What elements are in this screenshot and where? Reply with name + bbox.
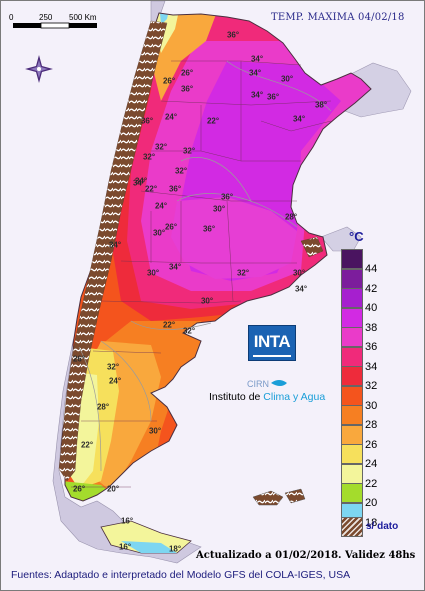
legend-swatch-24 — [341, 444, 363, 464]
isotherm-label: 30° — [148, 426, 162, 436]
legend-swatch-30 — [341, 385, 363, 406]
isotherm-label: 36° — [266, 92, 280, 102]
legend-swatch-22 — [341, 463, 363, 484]
legend-tick-24: 24 — [365, 458, 378, 470]
isotherm-label: 30° — [212, 204, 226, 214]
isotherm-label: 34° — [168, 262, 182, 272]
isotherm-label: 32° — [182, 326, 196, 336]
isotherm-label: 32° — [174, 166, 188, 176]
map-title: TEMP. MAXIMA 04/02/18 — [271, 12, 405, 23]
isotherm-label: 24° — [154, 201, 168, 211]
isotherm-label: 24° — [108, 376, 122, 386]
scale-label-500: 500 Km — [69, 13, 97, 22]
legend-tick-22: 22 — [365, 477, 378, 490]
legend-tick-36: 36 — [365, 341, 378, 353]
institute-name: Instituto de Clima y Agua — [209, 391, 325, 403]
isotherm-label: 36° — [168, 184, 182, 194]
nodata-label: s/ dato — [366, 521, 399, 532]
cirn-label: CIRN — [247, 379, 269, 389]
isotherm-label: 32° — [154, 142, 168, 152]
updated-note: Actualizado a 01/02/2018. Validez 48hs — [196, 550, 416, 561]
isotherm-label: 30° — [152, 228, 166, 238]
nodata-swatch — [341, 517, 363, 537]
isotherm-label: 26° — [162, 76, 176, 86]
isotherm-label: 36° — [220, 192, 234, 202]
isotherm-label: 32° — [142, 152, 156, 162]
legend-tick-28: 28 — [365, 419, 378, 431]
legend-tick-18: 18 — [365, 516, 378, 529]
scale-bar — [13, 22, 97, 29]
isotherm-label: 32° — [182, 146, 196, 156]
isotherm-label: 18° — [168, 544, 182, 554]
legend-swatch-34 — [341, 346, 363, 367]
institute-accent: Clima y Agua — [263, 391, 326, 403]
isotherm-label: 32° — [236, 268, 250, 278]
isotherm-label: 22° — [162, 320, 176, 330]
legend-swatch-20 — [341, 483, 363, 503]
legend-tick-38: 38 — [365, 321, 378, 334]
isotherm-label: 36° — [180, 84, 194, 94]
isotherm-label: 30° — [146, 268, 160, 278]
legend-unit: °C — [349, 229, 364, 244]
isotherm-label: 26° — [72, 354, 86, 364]
legend-tick-32: 32 — [365, 380, 378, 392]
isotherm-label: 36° — [140, 116, 154, 126]
legend-swatch-42 — [341, 268, 363, 289]
isotherm-label: 28° — [284, 212, 298, 222]
compass-rose-icon — [25, 55, 53, 83]
legend-tick-20: 20 — [365, 497, 378, 509]
scale-label-250: 250 — [39, 13, 53, 22]
legend-swatch-40 — [341, 288, 363, 308]
isotherm-label: 24° — [164, 112, 178, 122]
legend-tick-26: 26 — [365, 438, 378, 451]
legend-tick-40: 40 — [365, 302, 378, 314]
isotherm-label: 28° — [96, 402, 110, 412]
isotherm-label: 34° — [108, 240, 122, 250]
legend: °C 44 42 40 38 36 34 32 30 28 26 24 22 20 18 s/ dato — [338, 229, 422, 539]
legend-swatch-32 — [341, 366, 363, 386]
isotherm-label: 26° — [164, 222, 178, 232]
legend-swatch-36 — [341, 327, 363, 347]
isotherm-label: 30° — [200, 296, 214, 306]
isotherm-label: 36° — [226, 30, 240, 40]
isotherm-label: 30° — [292, 268, 306, 278]
isotherm-label: 34° — [250, 90, 264, 100]
isotherm-label: 26° — [180, 68, 194, 78]
isotherm-label: 22° — [206, 116, 220, 126]
isotherm-label: 34° — [250, 54, 264, 64]
isotherm-label: 32° — [106, 362, 120, 372]
isotherm-label: 30° — [280, 74, 294, 84]
legend-tick-44: 44 — [365, 263, 378, 275]
scale-label-0: 0 — [9, 13, 14, 22]
legend-swatch-38 — [341, 307, 363, 328]
isotherm-label: 36° — [202, 224, 216, 234]
isotherm-label: 38° — [314, 100, 328, 110]
inta-logo-bar — [253, 355, 291, 357]
legend-swatch-26 — [341, 424, 363, 445]
legend-swatch-44 — [341, 249, 363, 269]
legend-tick-42: 42 — [365, 282, 378, 295]
legend-tick-30: 30 — [365, 399, 378, 412]
inta-logo-word: INTA — [253, 332, 291, 351]
isotherm-label: 34° — [132, 178, 146, 188]
isotherm-label: 26° — [72, 484, 86, 494]
legend-tick-34: 34 — [365, 360, 378, 373]
isotherm-label: 34° — [292, 114, 306, 124]
isotherm-label: 16° — [118, 542, 132, 552]
institute-prefix: Instituto de — [209, 391, 261, 403]
isotherm-label: 20° — [106, 484, 120, 494]
isotherm-label: 34° — [134, 176, 148, 186]
isotherm-label: 16° — [120, 516, 134, 526]
inta-logo: INTA — [248, 325, 296, 361]
isotherm-label: 22° — [144, 184, 158, 194]
sources-note: Fuentes: Adaptado e interpretado del Mod… — [11, 569, 351, 581]
isotherm-label: 34° — [294, 284, 308, 294]
legend-swatch-28 — [341, 405, 363, 425]
isotherm-label: 22° — [80, 440, 94, 450]
isotherm-label: 34° — [248, 68, 262, 78]
